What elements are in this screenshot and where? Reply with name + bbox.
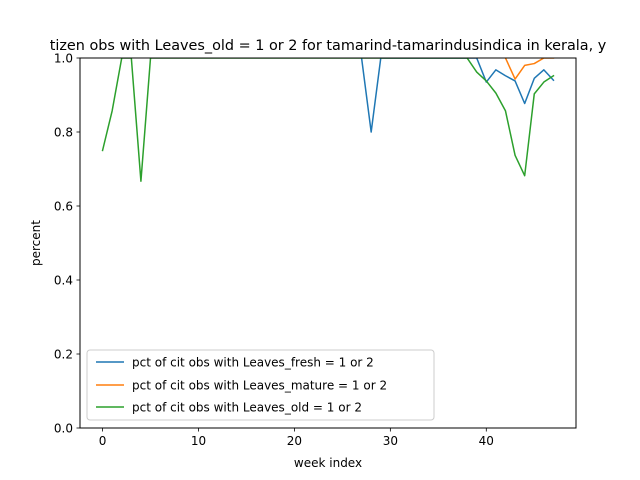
x-tick-label: 0: [99, 434, 107, 448]
y-axis: 0.0 0.2 0.4 0.6 0.8 1.0: [54, 52, 80, 436]
y-tick-label: 0.6: [54, 200, 73, 214]
y-tick-label: 0.0: [54, 422, 73, 436]
legend-label-leaves-old: pct of cit obs with Leaves_old = 1 or 2: [132, 401, 362, 415]
x-axis-label: week index: [294, 456, 362, 470]
series-line-leaves-old: [101, 58, 555, 182]
legend: pct of cit obs with Leaves_fresh = 1 or …: [86, 349, 435, 421]
plot-frame: [79, 57, 577, 429]
y-tick-label: 1.0: [54, 52, 73, 66]
legend-label-leaves-fresh: pct of cit obs with Leaves_fresh = 1 or …: [132, 356, 374, 370]
legend-label-leaves-mature: pct of cit obs with Leaves_mature = 1 or…: [132, 379, 387, 393]
y-tick-label: 0.8: [54, 126, 73, 140]
x-tick-label: 30: [383, 434, 398, 448]
y-axis-label: percent: [29, 220, 43, 266]
x-axis: 0 10 20 30 40: [99, 428, 494, 448]
series-line-leaves-fresh: [360, 58, 555, 133]
chart-title: tizen obs with Leaves_old = 1 or 2 for t…: [50, 38, 607, 54]
series-line-leaves-mature: [504, 58, 555, 80]
y-tick-label: 0.4: [54, 274, 73, 288]
x-tick-label: 40: [479, 434, 494, 448]
legend-frame: [86, 349, 435, 421]
x-tick-label: 10: [191, 434, 206, 448]
series-layer: [101, 58, 555, 182]
y-tick-label: 0.2: [54, 348, 73, 362]
x-tick-label: 20: [287, 434, 302, 448]
